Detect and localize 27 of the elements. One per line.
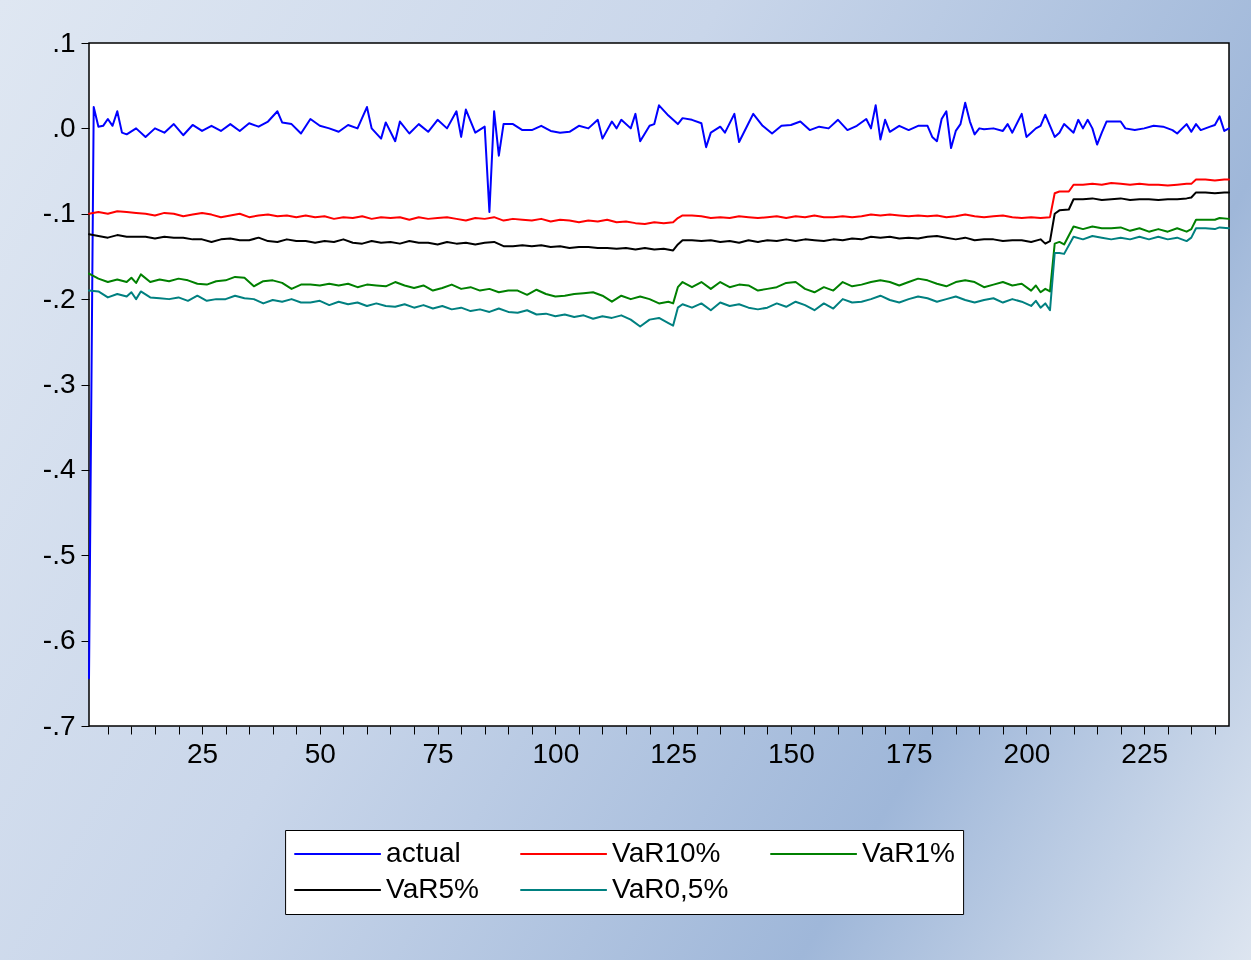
legend-label: actual (386, 837, 461, 868)
y-tick-label: -.1 (42, 197, 76, 229)
y-tick-label: .1 (52, 26, 76, 58)
x-tick-label: 50 (304, 737, 336, 769)
x-tick-label: 75 (422, 737, 454, 769)
line-series (88, 226, 1230, 328)
x-tick-label: 100 (532, 737, 580, 769)
legend-label: VaR1% (862, 837, 955, 868)
y-tick-label: -.6 (42, 624, 76, 656)
x-tick-label: 125 (650, 737, 697, 769)
y-tick-label: -.4 (42, 453, 76, 485)
x-tick-label: 150 (768, 737, 815, 769)
legend-label: VaR0,5% (612, 873, 729, 904)
y-tick-label: -.5 (42, 538, 76, 570)
y-tick-label: -.2 (42, 282, 76, 314)
line-series (88, 178, 1230, 225)
legend-label: VaR10% (612, 837, 721, 868)
x-tick-label: 225 (1121, 737, 1169, 769)
legend-label: VaR5% (386, 873, 479, 904)
x-tick-label: 175 (885, 737, 933, 769)
line-series (88, 101, 1230, 680)
x-tick-label: 200 (1003, 737, 1051, 769)
y-tick-label: -.3 (42, 368, 76, 399)
line-series (88, 217, 1230, 305)
y-tick-label: .0 (52, 111, 76, 143)
x-tick-label: 25 (186, 737, 219, 769)
y-tick-label: -.7 (42, 709, 76, 741)
